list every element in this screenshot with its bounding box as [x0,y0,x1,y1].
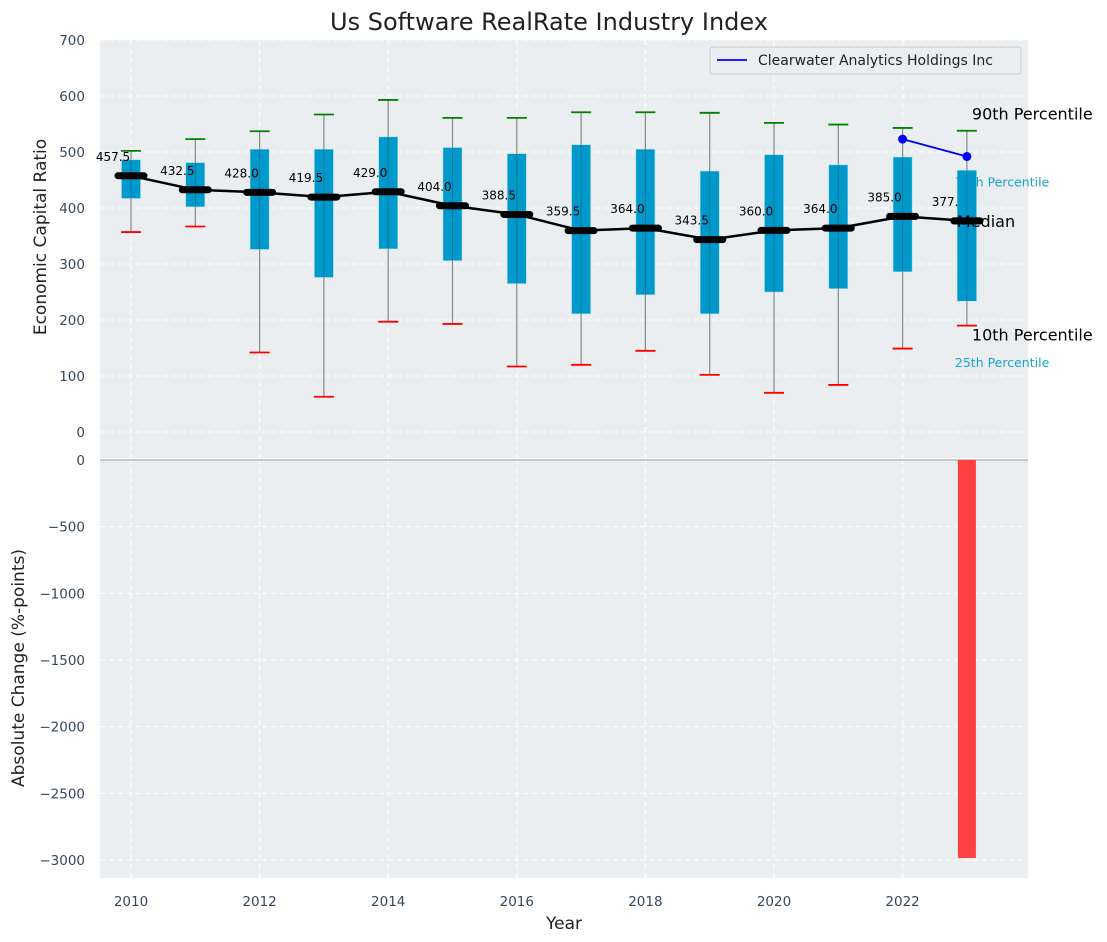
top-y-tick-label: 0 [76,425,85,441]
bottom-y-axis-label: Absolute Change (%-points) [9,549,29,787]
x-axis-label: Year [545,914,582,934]
x-tick-label: 2016 [500,894,534,910]
top-y-tick-label: 500 [59,145,85,161]
median-value-label: 428.0 [224,166,258,180]
top-panel: 0 100 200 300 400 500 600 700 457.5 432.5 428.0 419… [59,33,1093,458]
median-value-label: 457.5 [96,150,130,164]
chart-title: Us Software RealRate Industry Index [330,8,768,36]
x-tick-label: 2020 [757,894,791,910]
change-bar [957,460,976,859]
top-y-tick-label: 600 [59,89,85,105]
legend: Clearwater Analytics Holdings Inc [709,46,1022,75]
top-plot-area [100,40,1028,458]
median-value-label: 364.0 [610,202,644,216]
median-value-label: 388.5 [482,188,516,202]
x-tick-label: 2022 [885,894,919,910]
p90-annotation: 90th Percentile [972,105,1093,124]
company-line [902,138,968,158]
bottom-y-tick-label: −2500 [39,786,85,802]
median-value-label: 404.0 [417,180,451,194]
top-y-tick-label: 700 [59,33,85,49]
legend-box [709,46,1022,75]
company-point [962,151,972,161]
legend-entry: Clearwater Analytics Holdings Inc [758,53,993,69]
median-annotation: Median [957,212,1015,231]
median-value-label: 385.0 [867,190,901,204]
bottom-y-tick-label: −1500 [39,653,85,669]
x-tick-label: 2018 [628,894,662,910]
x-tick-label: 2012 [242,894,276,910]
bottom-panel: 0 −500 −1000 −1500 −2000 −2500 −3000 2010 2012 20… [39,453,1028,910]
company-point [898,134,908,144]
median-value-label: 359.5 [546,205,580,219]
median-value-label: 432.5 [160,164,194,178]
x-tick-label: 2014 [371,894,405,910]
x-tick-label: 2010 [114,894,148,910]
bottom-y-tick-label: −2000 [39,720,85,736]
median-value-label: 364.0 [803,202,837,216]
median-value-label: 360.0 [739,204,773,218]
bottom-y-tick-label: −1000 [39,586,85,602]
top-y-tick-label: 200 [59,313,85,329]
bottom-y-tick-label: −500 [48,520,85,536]
top-y-tick-label: 300 [59,257,85,273]
median-value-label: 429.0 [353,166,387,180]
top-y-axis-label: Economic Capital Ratio [31,139,51,335]
median-value-label: 343.5 [675,214,709,228]
bottom-y-tick-label: 0 [76,453,85,469]
top-y-tick-label: 100 [59,369,85,385]
median-value-label: 419.5 [289,171,323,185]
p10-annotation: 10th Percentile [972,326,1093,345]
bottom-y-tick-label: −3000 [39,853,85,869]
top-y-tick-label: 400 [59,201,85,217]
bottom-plot-area [100,459,1028,878]
p25-annotation: 25th Percentile [955,355,1050,370]
p75-annotation: 75th Percentile [955,174,1050,189]
